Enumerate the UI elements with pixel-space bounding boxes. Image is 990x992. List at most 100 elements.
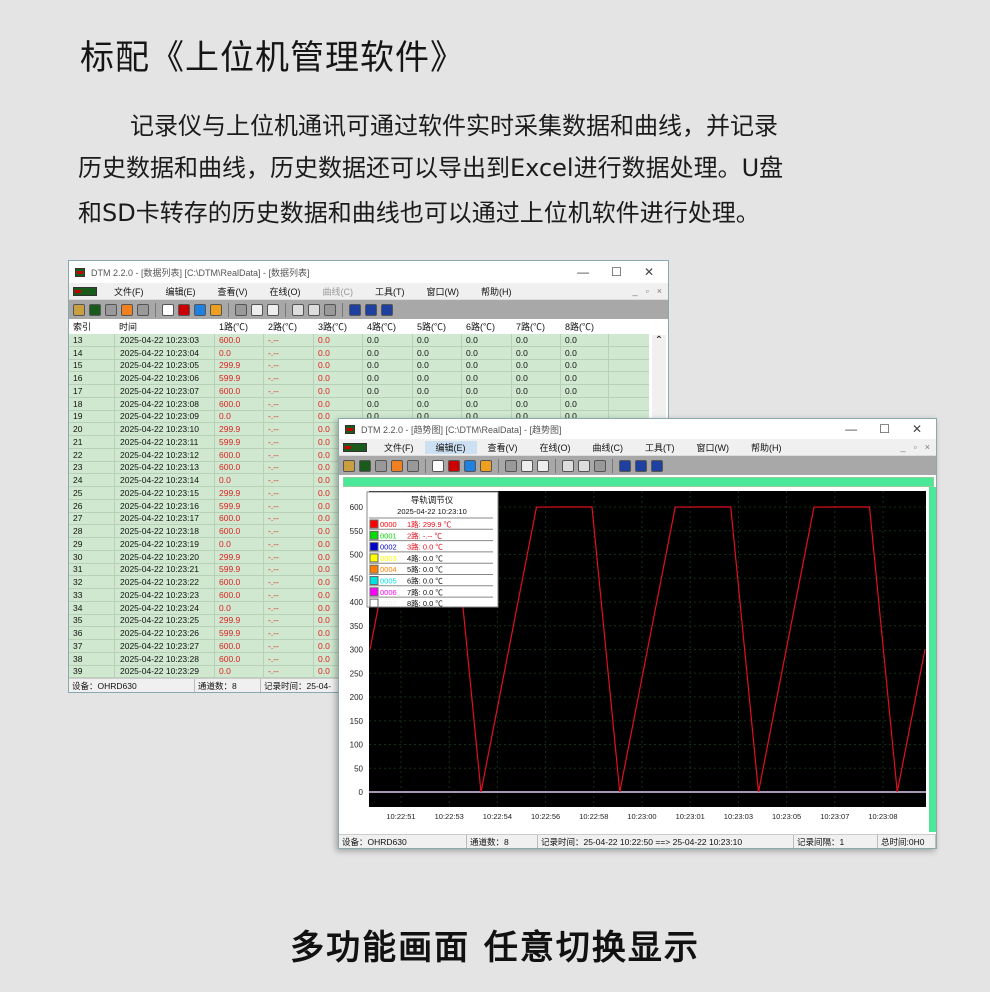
mdi-button[interactable]: ▫: [645, 286, 649, 296]
menu-item[interactable]: 编辑(E): [424, 440, 477, 454]
stop-icon[interactable]: [137, 303, 149, 316]
column-header[interactable]: 4路(℃): [367, 322, 396, 332]
menu-item[interactable]: 工具(T): [375, 286, 405, 297]
color-icon[interactable]: [480, 459, 492, 472]
minimize-button[interactable]: —: [845, 422, 858, 436]
pan-icon[interactable]: [324, 303, 336, 316]
menu-item[interactable]: 在线(O): [269, 286, 301, 297]
table-row[interactable]: 14 2025-04-22 10:23:04 0.0 -.-- 0.0 0.0 0.0 0.0…: [69, 346, 649, 360]
menu-item[interactable]: 文件(F): [114, 286, 144, 297]
mdi-button[interactable]: ▫: [913, 442, 917, 452]
mdi-button[interactable]: ×: [924, 442, 930, 452]
tile-h-icon[interactable]: [365, 303, 377, 316]
paste-icon[interactable]: [292, 303, 304, 316]
legend-channel-value: 5路: 0.0 ℃: [407, 564, 443, 574]
table-cell: 2025-04-22 10:23:04: [115, 346, 215, 359]
open-icon[interactable]: [343, 459, 355, 472]
column-header[interactable]: 5路(℃): [417, 322, 446, 332]
color-icon[interactable]: [210, 303, 222, 316]
sum-icon[interactable]: [178, 303, 190, 316]
tile-v-icon[interactable]: [381, 303, 393, 316]
column-header[interactable]: 3路(℃): [318, 322, 347, 332]
mdi-button[interactable]: _: [900, 442, 906, 452]
legend-swatch[interactable]: [369, 542, 379, 552]
table-cell: 600.0: [215, 397, 264, 410]
tile-h-icon[interactable]: [635, 459, 647, 472]
legend-swatch[interactable]: [369, 598, 379, 608]
legend-swatch[interactable]: [369, 530, 379, 540]
close-button[interactable]: ✕: [911, 422, 922, 436]
menu-item[interactable]: 查看(V): [217, 286, 248, 297]
column-header[interactable]: 6路(℃): [466, 322, 495, 332]
menu-item[interactable]: 在线(O): [539, 442, 571, 453]
copy-icon[interactable]: [235, 303, 247, 316]
paste-icon[interactable]: [562, 459, 574, 472]
legend-swatch[interactable]: [369, 553, 379, 563]
menu-item[interactable]: 帮助(H): [751, 442, 782, 453]
column-header[interactable]: 7路(℃): [516, 322, 545, 332]
pan-icon[interactable]: [594, 459, 606, 472]
menu-item[interactable]: 曲线(C): [592, 442, 624, 453]
close-button[interactable]: ✕: [643, 265, 654, 279]
toolbar-separator: [498, 458, 499, 473]
copy-icon[interactable]: [505, 459, 517, 472]
doc-icon: [343, 442, 367, 452]
sum-icon[interactable]: [448, 459, 460, 472]
table-row[interactable]: 17 2025-04-22 10:23:07 600.0 -.-- 0.0 0.0 0.0 0…: [69, 385, 649, 398]
maximize-button[interactable]: ☐: [611, 265, 622, 279]
menu-item[interactable]: 帮助(H): [481, 286, 512, 297]
info-icon[interactable]: [464, 459, 476, 472]
menu-item[interactable]: 查看(V): [487, 442, 518, 453]
info-icon[interactable]: [194, 303, 206, 316]
table-cell: -.--: [264, 359, 314, 372]
connect-icon[interactable]: [375, 459, 387, 472]
table-row[interactable]: 13 2025-04-22 10:23:03 600.0 -.-- 0.0 0.0 0.0 0…: [69, 334, 649, 347]
value-scroll-slider[interactable]: [929, 487, 936, 832]
connect-icon[interactable]: [105, 303, 117, 316]
zoom-icon[interactable]: [308, 303, 320, 316]
trend-icon[interactable]: [359, 459, 371, 472]
table-icon[interactable]: [432, 459, 444, 472]
time-scroll-slider[interactable]: [343, 477, 934, 487]
column-header[interactable]: 时间: [119, 322, 138, 332]
table-row[interactable]: 18 2025-04-22 10:23:08 600.0 -.-- 0.0 0.0 0.0 0…: [69, 397, 649, 411]
stop-icon[interactable]: [407, 459, 419, 472]
menu-item[interactable]: 曲线(C): [322, 286, 354, 297]
column-header[interactable]: 索引: [73, 322, 92, 332]
table-icon[interactable]: [162, 303, 174, 316]
tile-v-icon[interactable]: [651, 459, 663, 472]
zoom-icon[interactable]: [578, 459, 590, 472]
maximize-button[interactable]: ☐: [879, 422, 890, 436]
preview-icon[interactable]: [537, 459, 549, 472]
trend-icon[interactable]: [89, 303, 101, 316]
table-cell: -.--: [264, 448, 314, 461]
mdi-controls: _ ▫ ×: [633, 286, 668, 296]
record-icon[interactable]: [121, 303, 133, 316]
preview-icon[interactable]: [267, 303, 279, 316]
cascade-icon[interactable]: [349, 303, 361, 316]
column-header[interactable]: 8路(℃): [565, 322, 594, 332]
column-header[interactable]: 2路(℃): [268, 322, 297, 332]
mdi-button[interactable]: ×: [656, 286, 662, 296]
print-icon[interactable]: [251, 303, 263, 316]
mdi-button[interactable]: _: [632, 286, 638, 296]
menu-item[interactable]: 文件(F): [384, 442, 414, 453]
legend-swatch[interactable]: [369, 519, 379, 529]
legend-swatch[interactable]: [369, 587, 379, 597]
legend-swatch[interactable]: [369, 576, 379, 585]
print-icon[interactable]: [521, 459, 533, 472]
menu-item[interactable]: 窗口(W): [426, 286, 460, 297]
table-cell: 2025-04-22 10:23:21: [115, 563, 215, 576]
menu-item[interactable]: 窗口(W): [696, 442, 730, 453]
table-row[interactable]: 15 2025-04-22 10:23:05 299.9 -.-- 0.0 0.0 0.0 0…: [69, 359, 649, 373]
menu-item[interactable]: 工具(T): [645, 442, 675, 453]
table-cell: 0.0: [215, 665, 264, 678]
legend-swatch[interactable]: [369, 564, 379, 574]
cascade-icon[interactable]: [619, 459, 631, 472]
column-header[interactable]: 1路(℃): [219, 322, 248, 332]
open-icon[interactable]: [73, 303, 85, 316]
menu-item[interactable]: 编辑(E): [165, 286, 196, 297]
minimize-button[interactable]: —: [577, 265, 590, 279]
table-row[interactable]: 16 2025-04-22 10:23:06 599.9 -.-- 0.0 0.0 0.0 0…: [69, 372, 649, 385]
record-icon[interactable]: [391, 459, 403, 472]
